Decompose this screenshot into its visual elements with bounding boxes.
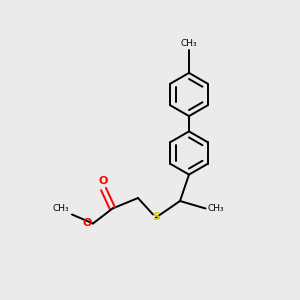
Text: O: O (99, 176, 108, 186)
Text: S: S (152, 212, 160, 223)
Text: CH₃: CH₃ (208, 204, 224, 213)
Text: O: O (82, 218, 92, 229)
Text: CH₃: CH₃ (53, 204, 70, 213)
Text: CH₃: CH₃ (181, 39, 197, 48)
